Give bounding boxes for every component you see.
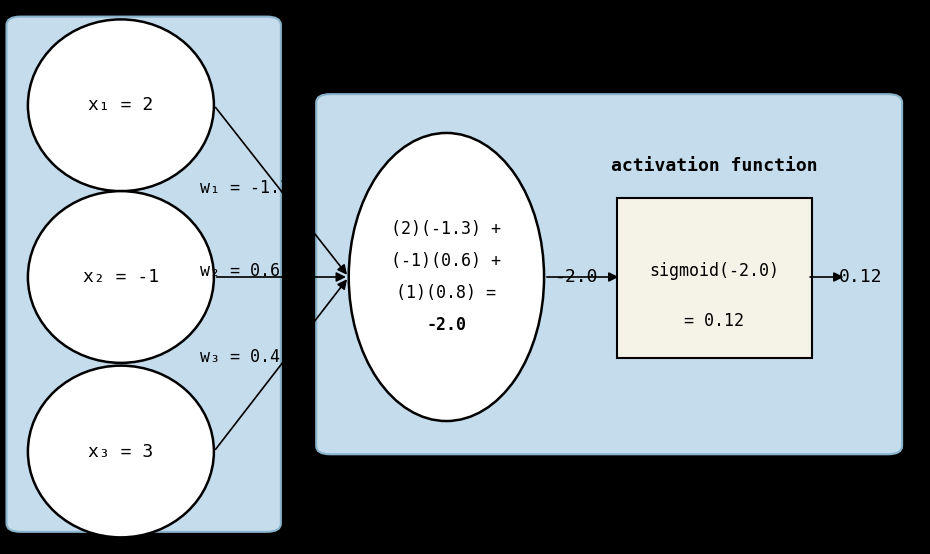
Text: = 0.12: = 0.12: [684, 312, 744, 330]
FancyBboxPatch shape: [316, 94, 902, 454]
Text: 0.12: 0.12: [839, 268, 882, 286]
Ellipse shape: [28, 19, 214, 191]
Ellipse shape: [28, 191, 214, 363]
Text: w₂ = 0.6: w₂ = 0.6: [200, 263, 280, 280]
Text: x₁ = 2: x₁ = 2: [88, 96, 153, 114]
Text: (-1)(0.6) +: (-1)(0.6) +: [392, 252, 501, 270]
Ellipse shape: [28, 366, 214, 537]
Text: activation function: activation function: [611, 157, 817, 175]
Text: x₃ = 3: x₃ = 3: [88, 443, 153, 460]
FancyBboxPatch shape: [617, 198, 812, 358]
Text: w₃ = 0.4: w₃ = 0.4: [200, 348, 280, 366]
FancyBboxPatch shape: [7, 17, 281, 532]
Text: -2.0: -2.0: [555, 268, 598, 286]
Text: (2)(-1.3) +: (2)(-1.3) +: [392, 220, 501, 238]
Text: w₁ = -1.3: w₁ = -1.3: [200, 179, 290, 197]
Text: x₂ = -1: x₂ = -1: [83, 268, 159, 286]
Text: -2.0: -2.0: [426, 316, 467, 334]
Text: (1)(0.8) =: (1)(0.8) =: [396, 284, 497, 302]
Text: sigmoid(-2.0): sigmoid(-2.0): [649, 263, 779, 280]
Ellipse shape: [349, 133, 544, 421]
